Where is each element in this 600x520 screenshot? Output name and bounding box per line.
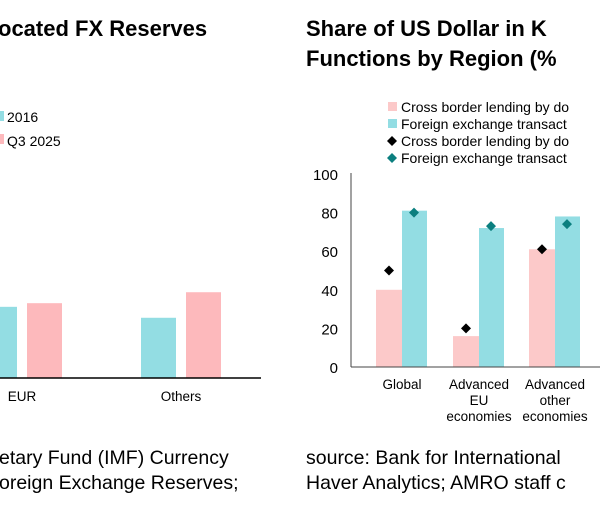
- legend-swatch-q3-2025: [0, 134, 4, 144]
- category-label: other: [540, 393, 571, 408]
- bar-fx-transactions: [402, 210, 427, 367]
- marker-cross-border-lending: [384, 265, 394, 276]
- category-label: economies: [522, 409, 588, 424]
- marker-fx-transactions: [409, 207, 419, 218]
- category-label: EUR: [8, 389, 37, 404]
- y-tick-label: 100: [313, 167, 338, 184]
- left-source-line: etary Fund (IMF) Currency: [0, 447, 229, 469]
- marker-cross-border-lending: [461, 323, 471, 334]
- bar-cross-border-lending: [453, 336, 479, 367]
- legend-swatch: [388, 119, 397, 128]
- legend-diamond-icon: [387, 136, 397, 146]
- legend-label-2016: 2016: [7, 109, 38, 125]
- y-tick-label: 20: [321, 321, 338, 338]
- legend-swatch: [388, 102, 397, 111]
- bar-q3-2025-eur: [27, 303, 62, 378]
- category-label: EU: [470, 393, 489, 408]
- category-label: Global: [382, 377, 421, 392]
- y-tick-label: 40: [321, 283, 338, 300]
- legend-label-q3-2025: Q3 2025: [7, 133, 61, 149]
- legend-label: Foreign exchange transact: [401, 150, 567, 166]
- bar-cross-border-lending: [376, 289, 402, 367]
- legend-label: Cross border lending by do: [401, 99, 569, 115]
- category-label: Others: [161, 389, 202, 404]
- bar-2016-eur: [0, 306, 17, 378]
- y-tick-label: 60: [321, 244, 338, 261]
- bar-cross-border-lending: [529, 249, 555, 367]
- y-tick-label: 80: [321, 206, 338, 223]
- category-label: Advanced: [449, 377, 509, 392]
- bar-2016-others: [141, 317, 176, 378]
- marker-cross-border-lending: [537, 244, 547, 255]
- bar-q3-2025-others: [186, 292, 221, 378]
- bar-fx-transactions: [479, 228, 504, 367]
- legend-swatch-2016: [0, 111, 4, 121]
- category-label: economies: [446, 409, 512, 424]
- right-source-line: Haver Analytics; AMRO staff c: [306, 472, 566, 494]
- right-source-line: source: Bank for International: [306, 447, 561, 469]
- bar-fx-transactions: [555, 216, 580, 367]
- right-chart-title: Share of US Dollar in K: [306, 16, 547, 41]
- legend-label: Foreign exchange transact: [401, 116, 567, 132]
- right-chart-title: Functions by Region (%: [306, 46, 557, 71]
- y-tick-label: 0: [330, 360, 338, 377]
- left-source-line: oreign Exchange Reserves;: [0, 472, 239, 494]
- legend-label: Cross border lending by do: [401, 133, 569, 149]
- left-chart-title: ocated FX Reserves: [0, 16, 207, 41]
- category-label: Advanced: [525, 377, 585, 392]
- legend-diamond-icon: [387, 153, 397, 163]
- marker-fx-transactions: [486, 221, 496, 232]
- marker-fx-transactions: [562, 219, 572, 230]
